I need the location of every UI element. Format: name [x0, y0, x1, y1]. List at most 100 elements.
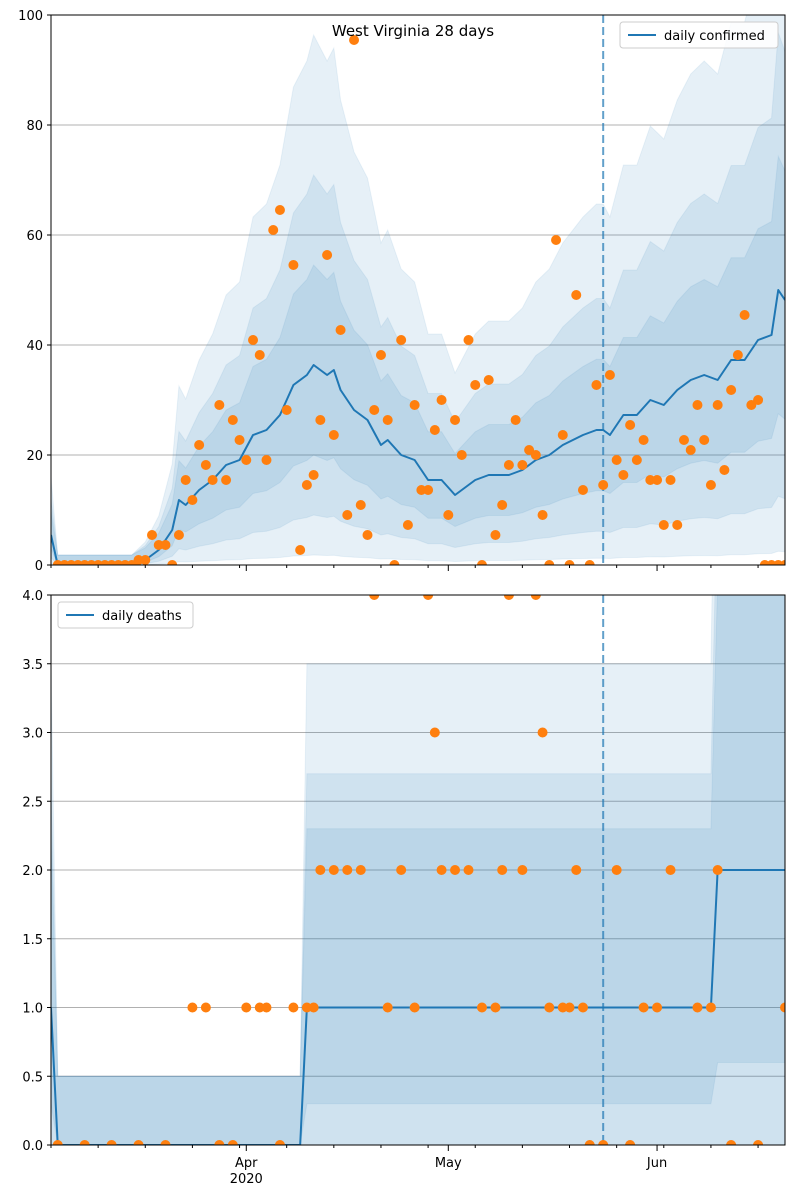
y-tick-label: 100: [18, 9, 43, 24]
data-point: [631, 455, 642, 465]
data-point: [577, 1002, 588, 1013]
data-point: [369, 595, 380, 600]
data-point: [167, 560, 178, 565]
y-tick-label: 1.0: [22, 1002, 43, 1017]
legend: daily confirmed: [619, 21, 779, 49]
data-point: [564, 560, 575, 565]
data-point: [490, 530, 501, 540]
legend: daily deaths: [57, 601, 194, 629]
data-point: [322, 250, 333, 260]
data-point: [557, 430, 568, 440]
data-point: [315, 415, 326, 425]
data-point: [308, 470, 319, 480]
data-point: [517, 865, 528, 875]
data-point: [301, 480, 312, 490]
data-point: [665, 865, 676, 875]
data-point: [604, 370, 615, 380]
x-tick-label: May: [435, 1156, 462, 1171]
data-point: [456, 450, 467, 460]
data-point: [214, 400, 225, 410]
data-point: [780, 560, 785, 565]
data-point: [544, 1002, 555, 1013]
data-point: [423, 485, 434, 495]
plot-area: [51, 595, 785, 1145]
data-point: [503, 460, 514, 470]
y-tick-label: 3.0: [22, 727, 43, 742]
data-point: [598, 480, 609, 490]
data-point: [349, 35, 360, 45]
data-point: [510, 415, 521, 425]
y-tick-label: 80: [26, 119, 43, 134]
data-point: [396, 865, 407, 875]
data-point: [530, 595, 541, 600]
data-point: [248, 335, 259, 345]
data-point: [571, 865, 582, 875]
legend-label: daily confirmed: [664, 29, 765, 44]
y-tick-label: 4.0: [22, 589, 43, 604]
y-tick-label: 0.0: [22, 1139, 43, 1154]
x-tick-year: 2020: [230, 1172, 263, 1187]
data-point: [780, 1002, 785, 1013]
data-point: [672, 520, 683, 530]
x-tick-label: Apr: [235, 1156, 258, 1171]
data-point: [268, 225, 279, 235]
legend-box: [57, 601, 194, 629]
uncertainty-band: [51, 32, 785, 565]
data-point: [140, 555, 151, 565]
data-point: [342, 510, 353, 520]
data-point: [288, 260, 299, 270]
data-point: [463, 335, 474, 345]
data-point: [207, 475, 218, 485]
data-point: [274, 1140, 285, 1145]
data-point: [483, 375, 494, 385]
data-point: [281, 405, 292, 415]
data-point: [423, 595, 434, 600]
data-point: [584, 560, 595, 565]
data-point: [274, 205, 285, 215]
data-point: [200, 460, 211, 470]
data-point: [719, 465, 730, 475]
data-point: [530, 450, 541, 460]
data-point: [308, 1002, 319, 1013]
data-point: [79, 1140, 90, 1145]
data-point: [369, 405, 380, 415]
axes-frame: [50, 14, 786, 566]
data-point: [328, 430, 339, 440]
data-point: [187, 495, 198, 505]
data-point: [409, 1002, 420, 1013]
data-point: [470, 380, 481, 390]
data-point: [436, 395, 447, 405]
data-point: [638, 1002, 649, 1013]
data-point: [288, 1002, 299, 1013]
legend-box: [619, 21, 779, 49]
data-point: [678, 435, 689, 445]
data-point: [227, 1140, 238, 1145]
plot-area: [51, 15, 785, 565]
y-tick-label: 0: [35, 559, 43, 574]
data-point: [147, 530, 158, 540]
data-point: [382, 1002, 393, 1013]
data-point: [705, 480, 716, 490]
x-tick-label: Jun: [646, 1156, 667, 1171]
data-point: [355, 500, 366, 510]
data-point: [712, 400, 723, 410]
data-point: [705, 1002, 716, 1013]
data-point: [551, 235, 562, 245]
data-point: [362, 530, 373, 540]
data-point: [396, 335, 407, 345]
data-point: [402, 520, 413, 530]
data-point: [476, 1002, 487, 1013]
data-point: [234, 435, 245, 445]
data-point: [241, 455, 252, 465]
chart-title: West Virginia 28 days: [332, 22, 494, 40]
data-point: [194, 440, 205, 450]
data-point: [106, 1140, 117, 1145]
data-point: [227, 415, 238, 425]
data-point: [173, 530, 184, 540]
data-point: [221, 475, 232, 485]
data-point: [375, 350, 386, 360]
legend-label: daily deaths: [102, 609, 182, 624]
data-point: [598, 1140, 609, 1145]
y-tick-label: 40: [26, 339, 43, 354]
data-point: [315, 865, 326, 875]
